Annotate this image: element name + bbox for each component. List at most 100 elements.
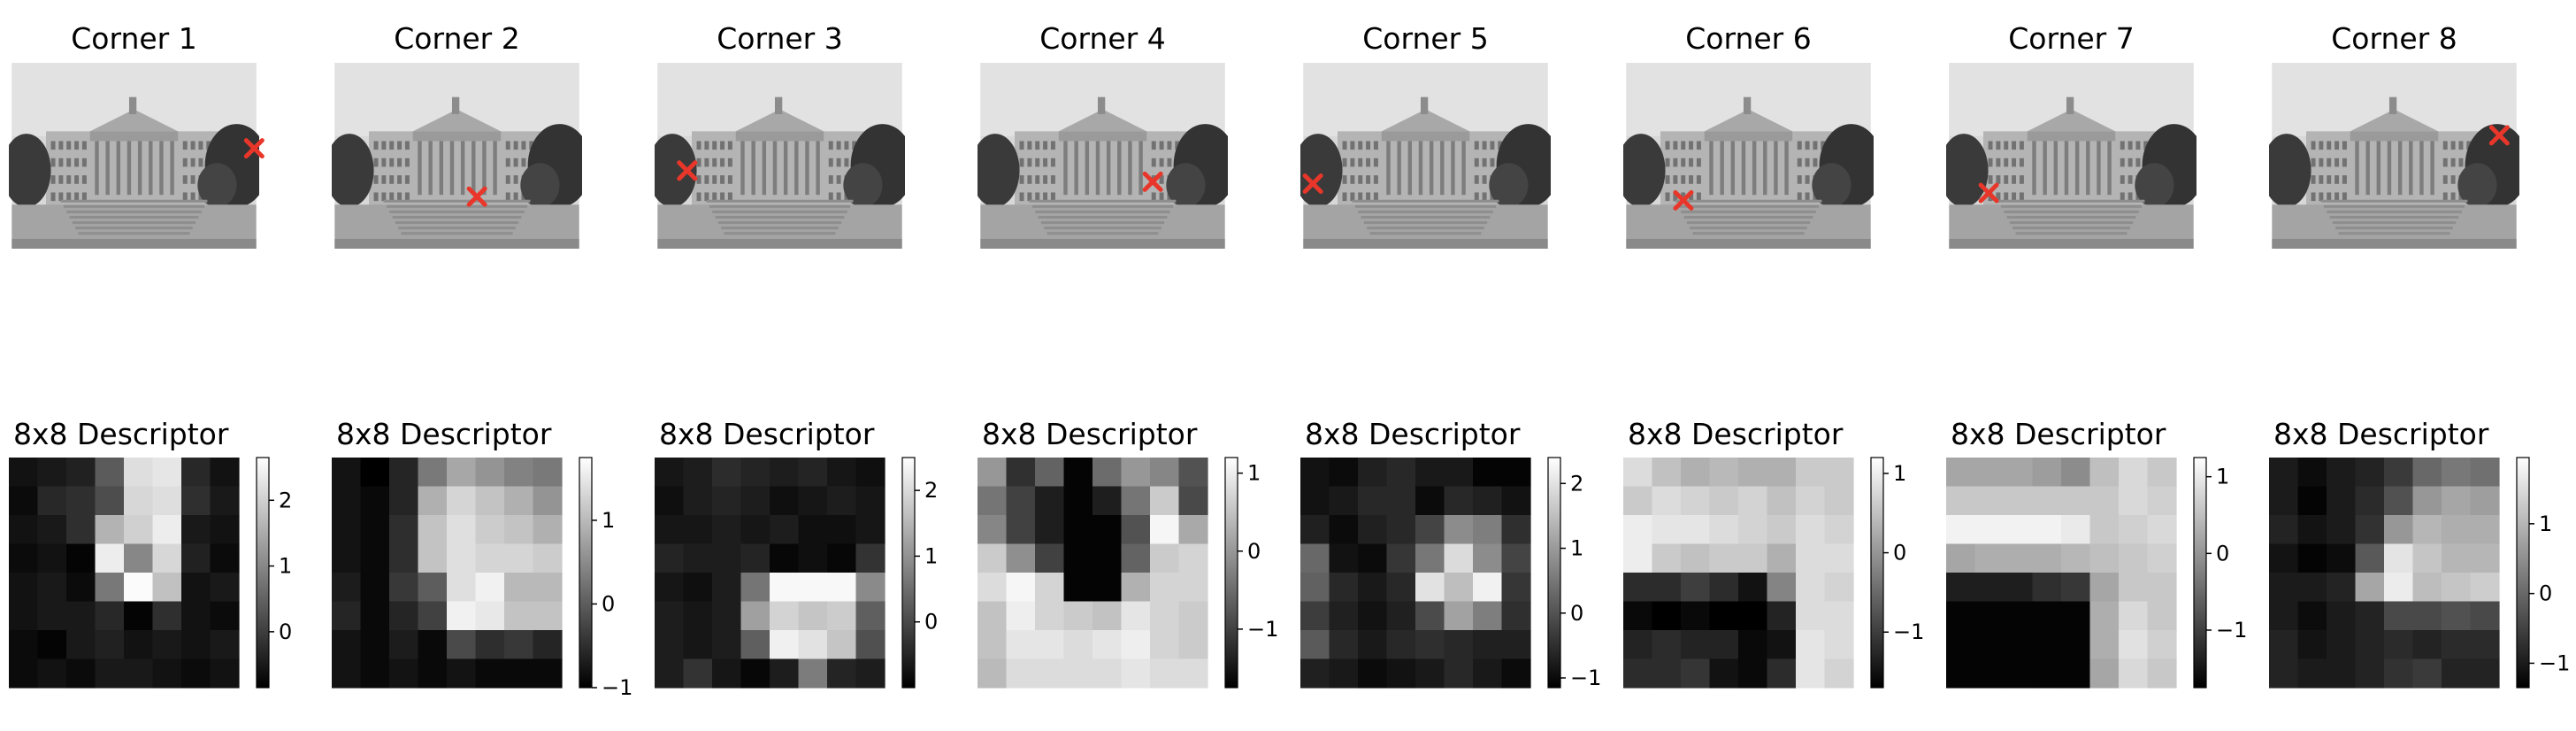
heatmap-cell <box>211 602 240 631</box>
colorbar-tick-label: 1 <box>1247 461 1261 486</box>
heatmap-cell <box>684 573 713 602</box>
heatmap-cell <box>1681 602 1710 631</box>
heatmap-cell <box>153 515 182 544</box>
heatmap-cell <box>211 458 240 487</box>
heatmap-cell <box>1738 458 1767 487</box>
heatmap-cell <box>2269 630 2298 659</box>
heatmap-cell <box>1502 573 1531 602</box>
heatmap-cell <box>1652 515 1682 544</box>
heatmap-cell <box>361 602 390 631</box>
heatmap-cell <box>66 544 96 573</box>
building-photo <box>1939 63 2205 249</box>
heatmap-cell <box>1681 659 1710 689</box>
heatmap-cell <box>1300 487 1330 516</box>
heatmap-cell <box>2090 659 2120 689</box>
heatmap-cell <box>799 573 828 602</box>
heatmap-cell <box>1502 515 1531 544</box>
heatmap-cell <box>1652 487 1682 516</box>
heatmap-cell <box>712 573 741 602</box>
heatmap-cell <box>533 659 563 689</box>
heatmap-cell <box>1767 659 1797 689</box>
heatmap-cell <box>978 602 1007 631</box>
heatmap-cell <box>2033 659 2062 689</box>
heatmap-cell <box>1092 515 1122 544</box>
heatmap-cell <box>153 544 182 573</box>
heatmap-cell <box>1387 573 1416 602</box>
heatmap-cell <box>1445 573 1474 602</box>
heatmap-cell <box>1064 544 1093 573</box>
heatmap-cell <box>153 630 182 659</box>
heatmap-cell <box>124 602 153 631</box>
colorbar-bar <box>2194 458 2206 688</box>
heatmap-cell <box>2061 659 2090 689</box>
heatmap-cell <box>770 630 799 659</box>
heatmap-cell <box>2033 458 2062 487</box>
heatmap-cell <box>1623 602 1652 631</box>
heatmap-cell <box>1035 573 1064 602</box>
heatmap-cell <box>1064 515 1093 544</box>
heatmap-cell <box>211 630 240 659</box>
heatmap-cell <box>1796 515 1825 544</box>
descriptor-title: 8x8 Descriptor <box>1951 417 2166 451</box>
heatmap-cell <box>2356 602 2385 631</box>
heatmap-cell <box>66 659 96 689</box>
heatmap-cell <box>684 544 713 573</box>
heatmap-cell <box>2384 573 2413 602</box>
heatmap-cell <box>1502 487 1531 516</box>
heatmap-cell <box>2413 630 2442 659</box>
heatmap-cell <box>1300 458 1330 487</box>
heatmap-cell <box>827 602 856 631</box>
heatmap-cell <box>1767 630 1797 659</box>
heatmap-cell <box>1300 659 1330 689</box>
heatmap-cell <box>1710 630 1739 659</box>
heatmap-cell <box>1652 573 1682 602</box>
heatmap-cell <box>418 573 448 602</box>
heatmap-cell <box>2442 487 2471 516</box>
heatmap-cell <box>1092 544 1122 573</box>
heatmap-cell <box>2327 573 2356 602</box>
heatmap-cell <box>1473 458 1502 487</box>
heatmap-cell <box>2269 515 2298 544</box>
heatmap-cell <box>827 544 856 573</box>
heatmap-cell <box>770 487 799 516</box>
heatmap-cell <box>1064 602 1093 631</box>
heatmap-cell <box>2004 487 2033 516</box>
heatmap-cell <box>1473 544 1502 573</box>
corner-title: Corner 7 <box>2008 21 2135 56</box>
heatmap-cell <box>1415 515 1445 544</box>
heatmap-cell <box>1179 458 1208 487</box>
colorbar-bar <box>1871 458 1883 688</box>
heatmap-cell <box>533 573 563 602</box>
heatmap-cell <box>504 544 533 573</box>
colorbar-tick-label: 1 <box>1570 536 1583 561</box>
heatmap-cell <box>1652 544 1682 573</box>
heatmap-cell <box>124 659 153 689</box>
heatmap-cell <box>2269 487 2298 516</box>
descriptor-panel-6: 8x8 Descriptor−101 <box>1623 417 1924 689</box>
corner-panel-5: Corner 5 <box>1293 21 1560 249</box>
heatmap-cell <box>2119 515 2148 544</box>
heatmap-cell <box>1179 487 1208 516</box>
heatmap-cell <box>1825 487 1854 516</box>
heatmap-cell <box>66 630 96 659</box>
heatmap-cell <box>2033 515 2062 544</box>
heatmap-cell <box>1092 630 1122 659</box>
building-photo <box>1616 63 1882 249</box>
heatmap-cell <box>2356 458 2385 487</box>
colorbar-tick-label: −1 <box>1570 666 1601 690</box>
heatmap-cell <box>418 544 448 573</box>
corner-title: Corner 8 <box>2331 21 2457 56</box>
heatmap-cell <box>799 630 828 659</box>
heatmap-cell <box>476 515 505 544</box>
heatmap-cell <box>1473 515 1502 544</box>
heatmap-cell <box>741 659 770 689</box>
heatmap-cell <box>1387 458 1416 487</box>
heatmap-cell <box>1623 659 1652 689</box>
colorbar-bar <box>257 458 269 688</box>
heatmap-cell <box>684 659 713 689</box>
heatmap-cell <box>38 515 67 544</box>
colorbar: −101 <box>2194 458 2247 688</box>
heatmap-cell <box>1064 659 1093 689</box>
heatmap-cell <box>1796 573 1825 602</box>
heatmap-cell <box>684 602 713 631</box>
